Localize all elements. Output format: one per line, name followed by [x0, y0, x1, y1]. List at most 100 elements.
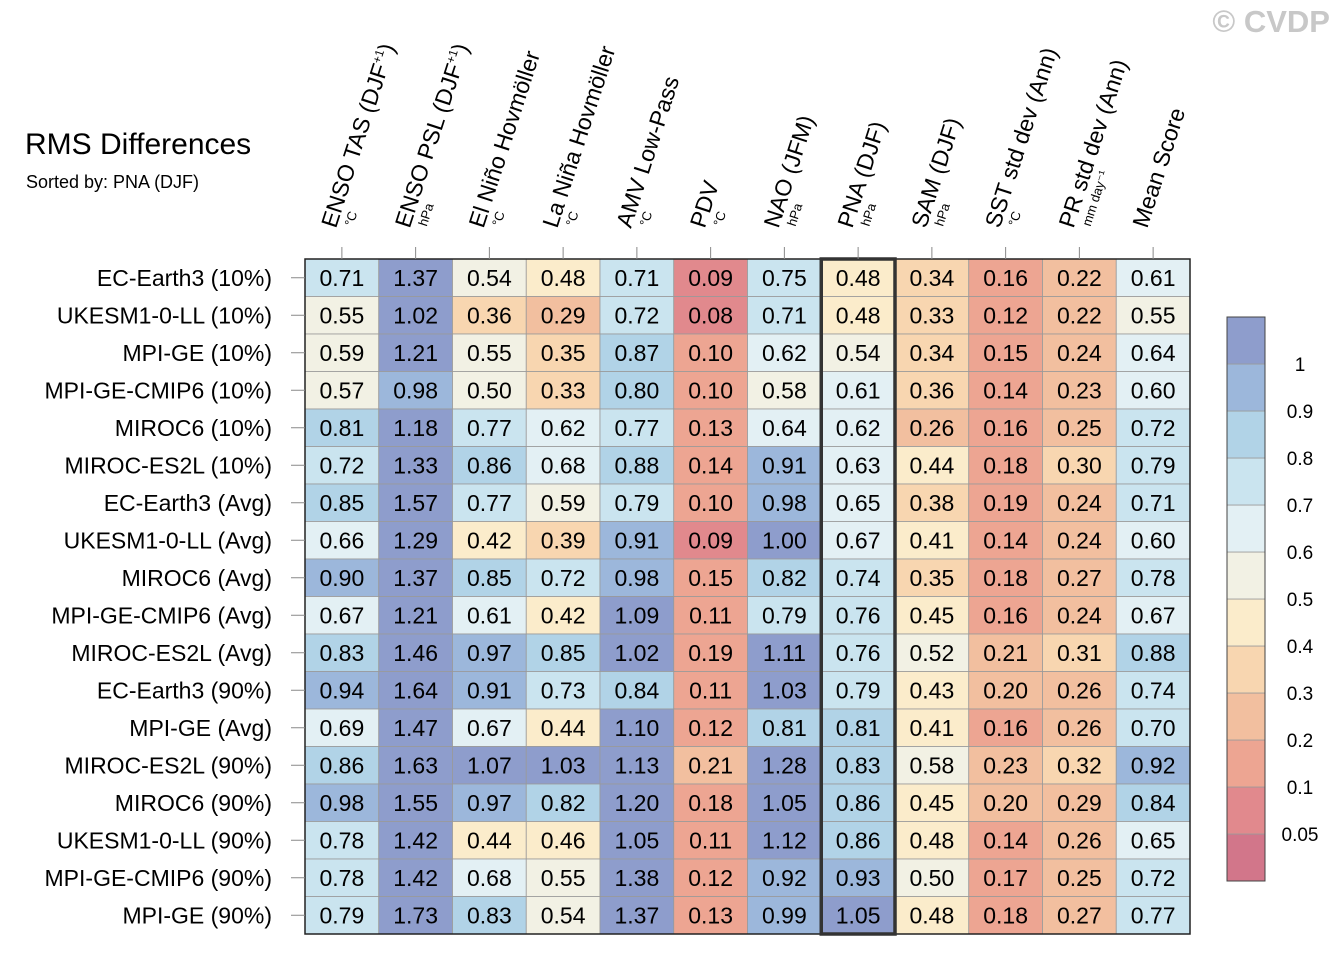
cell-value: 0.26: [1057, 715, 1102, 741]
cell-value: 0.61: [467, 602, 512, 628]
cell-value: 0.18: [983, 565, 1028, 591]
colorbar-swatch: [1226, 316, 1266, 365]
cell-value: 0.79: [762, 602, 807, 628]
heatmap-cell: [673, 746, 748, 785]
heatmap-cell: [304, 408, 380, 447]
heatmap-cell: [452, 783, 527, 822]
heatmap-cell: [747, 896, 822, 935]
cell-value: 0.10: [688, 340, 733, 366]
cell-value: 0.23: [1057, 377, 1102, 403]
row-label: MPI-GE (Avg): [129, 715, 272, 741]
cell-value: 0.42: [467, 527, 512, 553]
cell-value: 0.41: [909, 715, 954, 741]
heatmap-cell: [452, 596, 527, 635]
heatmap-cell: [1042, 408, 1117, 447]
row-label: UKESM1-0-LL (10%): [57, 302, 272, 328]
cell-value: 0.10: [688, 377, 733, 403]
cell-value: 0.62: [836, 415, 881, 441]
heatmap-cell: [452, 371, 527, 410]
cell-value: 0.27: [1057, 902, 1102, 928]
cell-value: 0.88: [1131, 640, 1176, 666]
cell-value: 0.43: [909, 677, 954, 703]
column-unit: °C: [563, 209, 582, 228]
colorbar-swatch: [1226, 504, 1266, 553]
heatmap-cell: [304, 783, 380, 822]
column-unit: °C: [710, 209, 729, 228]
cell-value: 0.57: [319, 377, 364, 403]
row-label: MIROC-ES2L (10%): [65, 452, 272, 478]
cell-value: 0.25: [1057, 865, 1102, 891]
cell-value: 0.45: [909, 790, 954, 816]
heatmap-cell: [452, 633, 527, 672]
cell-value: 0.61: [1131, 265, 1176, 291]
heatmap-border: [304, 258, 1191, 935]
colorbar-tick-label: 0.1: [1287, 778, 1313, 799]
colorbar-swatch: [1226, 645, 1266, 694]
heatmap-cell: [673, 633, 748, 672]
cell-value: 1.29: [393, 527, 438, 553]
heatmap-cell: [599, 783, 675, 822]
cell-value: 0.91: [762, 452, 807, 478]
cell-value: 0.09: [688, 527, 733, 553]
cell-value: 0.23: [983, 752, 1028, 778]
cell-value: 0.94: [319, 677, 364, 703]
cell-value: 0.79: [614, 490, 659, 516]
cell-value: 0.20: [983, 677, 1028, 703]
colorbar-swatch: [1226, 833, 1266, 882]
row-label: EC-Earth3 (Avg): [104, 490, 272, 516]
cell-value: 1.10: [614, 715, 659, 741]
cell-value: 1.37: [393, 565, 438, 591]
cell-value: 0.31: [1057, 640, 1102, 666]
heatmap-cell: [968, 521, 1043, 560]
heatmap-cell: [1042, 483, 1117, 522]
heatmap-cell: [452, 858, 527, 897]
cell-value: 0.99: [762, 902, 807, 928]
heatmap-cell: [304, 671, 380, 710]
cell-value: 0.71: [1131, 490, 1176, 516]
cell-value: 0.81: [836, 715, 881, 741]
cell-value: 0.15: [983, 340, 1028, 366]
cell-value: 0.17: [983, 865, 1028, 891]
cell-value: 0.14: [983, 827, 1028, 853]
colorbar-swatch: [1226, 457, 1266, 506]
heatmap-cell: [378, 483, 453, 522]
cell-value: 0.24: [1057, 490, 1102, 516]
cell-value: 1.05: [614, 827, 659, 853]
cell-value: 1.20: [614, 790, 659, 816]
cell-value: 0.93: [836, 865, 881, 891]
row-label: UKESM1-0-LL (Avg): [64, 527, 272, 553]
cell-value: 1.03: [762, 677, 807, 703]
heatmap-cell: [525, 558, 601, 597]
colorbar-swatch: [1226, 598, 1266, 647]
cell-value: 0.77: [467, 415, 512, 441]
row-label: MPI-GE (10%): [122, 340, 272, 366]
cell-value: 0.58: [909, 752, 954, 778]
cell-value: 0.42: [541, 602, 586, 628]
cell-value: 0.82: [762, 565, 807, 591]
cell-value: 0.52: [909, 640, 954, 666]
heatmap-cell: [599, 858, 675, 897]
cell-value: 0.55: [1131, 302, 1176, 328]
heatmap-cell: [894, 521, 970, 560]
heatmap-cell: [599, 408, 675, 447]
heatmap-cell: [1115, 408, 1191, 447]
heatmap-cell: [599, 371, 675, 410]
colorbar-tick-label: 0.4: [1287, 637, 1314, 658]
colorbar-swatch: [1226, 410, 1266, 459]
cell-value: 0.76: [836, 640, 881, 666]
cell-value: 0.72: [1131, 415, 1176, 441]
row-label: MPI-GE-CMIP6 (Avg): [51, 602, 272, 628]
cell-value: 0.16: [983, 715, 1028, 741]
cell-value: 0.33: [541, 377, 586, 403]
cell-value: 0.35: [541, 340, 586, 366]
cell-value: 0.70: [1131, 715, 1176, 741]
row-label: MPI-GE (90%): [122, 902, 272, 928]
cell-value: 1.28: [762, 752, 807, 778]
cell-value: 1.64: [393, 677, 438, 703]
cell-value: 0.67: [319, 602, 364, 628]
cell-value: 0.83: [467, 902, 512, 928]
cell-value: 0.44: [541, 715, 586, 741]
cell-value: 0.26: [1057, 677, 1102, 703]
cell-value: 0.86: [836, 790, 881, 816]
heatmap-cell: [894, 708, 970, 747]
